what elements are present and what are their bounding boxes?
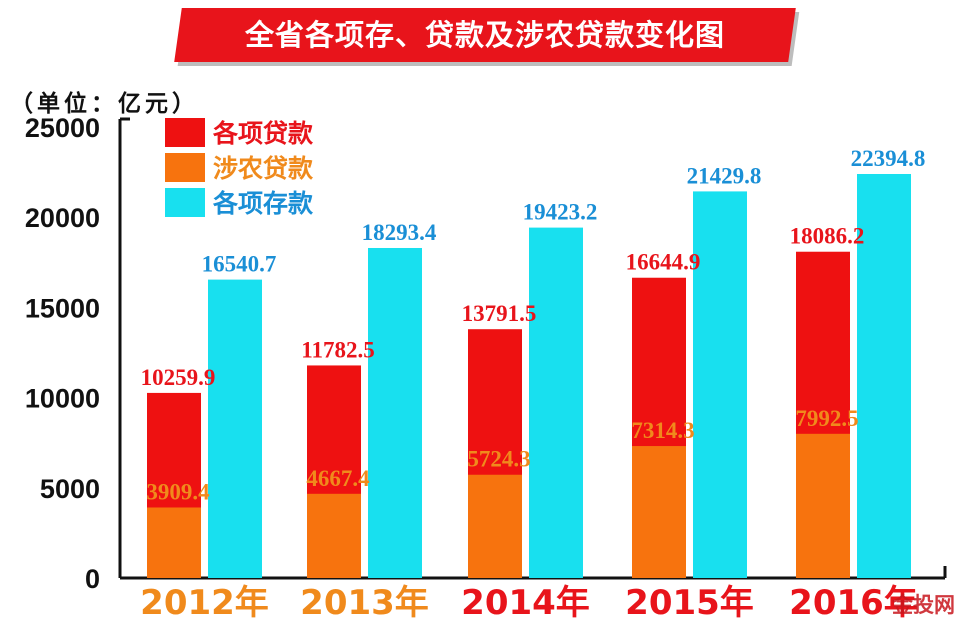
y-tick-label: 20000 bbox=[25, 203, 100, 233]
y-tick-label: 5000 bbox=[40, 474, 100, 504]
data-label-deposits: 19423.2 bbox=[523, 200, 598, 225]
legend-swatch bbox=[165, 153, 205, 182]
data-label-loans: 13791.5 bbox=[462, 301, 537, 326]
data-label-agri-loans: 3909.4 bbox=[146, 479, 210, 504]
x-category-label: 2014年 bbox=[461, 583, 590, 623]
x-category-label: 2016年 bbox=[789, 583, 918, 623]
bar-deposits bbox=[208, 279, 262, 578]
y-tick-label: 0 bbox=[85, 564, 100, 594]
legend-label: 各项存款 bbox=[212, 189, 314, 218]
chart-title: 全省各项存、贷款及涉农贷款变化图 bbox=[244, 18, 725, 52]
legend-label: 涉农贷款 bbox=[213, 154, 314, 183]
data-label-loans: 16644.9 bbox=[626, 250, 701, 275]
data-label-loans: 18086.2 bbox=[790, 224, 865, 249]
data-label-agri-loans: 7992.5 bbox=[795, 406, 858, 431]
legend-swatch bbox=[165, 118, 205, 147]
data-label-loans: 11782.5 bbox=[301, 337, 374, 362]
legend-label: 各项贷款 bbox=[212, 119, 314, 148]
data-label-deposits: 22394.8 bbox=[851, 146, 926, 171]
data-label-loans: 10259.9 bbox=[141, 365, 216, 390]
y-tick-label: 25000 bbox=[25, 113, 100, 143]
legend-swatch bbox=[165, 188, 205, 217]
bar-deposits bbox=[368, 247, 422, 578]
watermark-text: 金投网 bbox=[892, 593, 955, 617]
y-tick-label: 10000 bbox=[25, 384, 100, 414]
bar-deposits bbox=[693, 191, 747, 578]
data-label-deposits: 16540.7 bbox=[202, 252, 277, 277]
bar-agri-loans bbox=[796, 433, 850, 578]
x-category-label: 2012年 bbox=[140, 583, 269, 623]
bar-agri-loans bbox=[307, 493, 361, 578]
x-category-label: 2013年 bbox=[300, 583, 429, 623]
bar-agri-loans bbox=[147, 507, 201, 578]
x-category-label: 2015年 bbox=[625, 583, 754, 623]
bar-agri-loans bbox=[468, 474, 522, 578]
data-label-agri-loans: 4667.4 bbox=[306, 466, 370, 491]
unit-label: （单位：亿元） bbox=[10, 91, 199, 117]
data-label-deposits: 18293.4 bbox=[362, 220, 437, 245]
data-label-agri-loans: 5724.3 bbox=[467, 447, 530, 472]
data-label-agri-loans: 7314.3 bbox=[631, 418, 694, 443]
bar-agri-loans bbox=[632, 446, 686, 578]
y-tick-label: 15000 bbox=[25, 293, 100, 323]
bar-deposits bbox=[857, 173, 911, 578]
bar-deposits bbox=[529, 227, 583, 578]
data-label-deposits: 21429.8 bbox=[687, 163, 762, 188]
